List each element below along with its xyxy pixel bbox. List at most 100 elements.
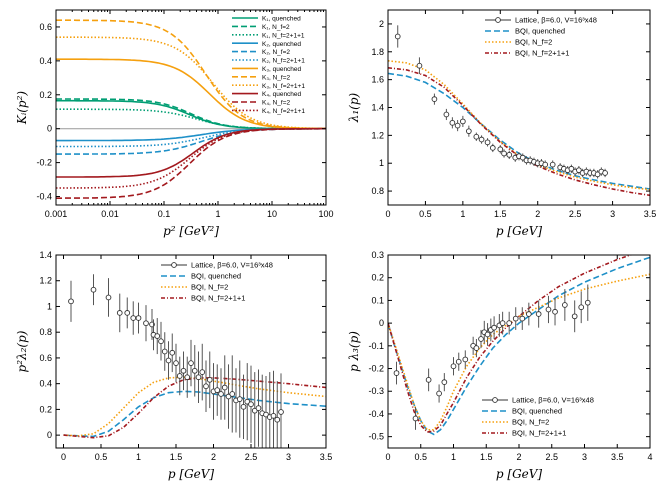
lattice-point [188, 360, 194, 366]
lattice-point [545, 306, 552, 313]
legend-marker [171, 262, 177, 268]
y-tick-label: -0.4 [36, 192, 52, 202]
panel-lambda3: 0 0.5 1 1.5 2 2.5 3 3.5 4 -0.5 -0.4 -0.3 -0.2 -0.1 0 0.… [347, 250, 653, 481]
y-tick-label: 2 [379, 19, 384, 29]
y-tick-label: 1.4 [371, 103, 384, 113]
legend-label: K₂, N_f=2+1+1 [262, 58, 305, 65]
lattice-point [501, 150, 507, 157]
series-line-lambda2-1 [63, 376, 326, 437]
lattice-point [473, 133, 480, 140]
y-tick-label: -0.4 [368, 409, 384, 419]
series-line-lambda1-0 [388, 72, 650, 190]
series-line-K-11 [56, 127, 326, 189]
x-tick-label: 2 [535, 209, 540, 219]
lattice-point [394, 33, 401, 40]
lattice-point [206, 376, 213, 383]
y-tick-label: 0 [47, 430, 52, 440]
legend-label: K₁, quenched [262, 16, 301, 23]
lattice-point [135, 315, 142, 321]
lattice-point [124, 310, 131, 316]
lattice-point [255, 405, 262, 411]
x-tick-label: 0.5 [414, 452, 427, 462]
legend-label: K₄, N_f=2+1+1 [262, 108, 305, 115]
y-tick-label: 1 [47, 301, 52, 311]
legend-label: K₂, quenched [262, 41, 301, 48]
panel-lambda1: 0 0.5 1 1.5 2 2.5 3 3.5 0.8 1 1.2 1.4 1.6 1.8 2 p [GeV]… [347, 9, 656, 238]
legend-label: BQI, quenched [512, 407, 562, 416]
legend-marker [495, 17, 501, 23]
lattice-point [465, 128, 472, 135]
lattice-point [549, 161, 556, 168]
y-tick-label: 0.4 [39, 379, 52, 389]
lattice-point [576, 167, 582, 174]
lattice-point [542, 161, 549, 168]
x-tick-label: 0.01 [101, 209, 119, 219]
x-tick-label: 0.5 [419, 209, 432, 219]
y-tick-label: 0.2 [39, 90, 52, 100]
series-line-K-8 [56, 36, 326, 130]
legend-label: Lattice, β=6.0, V=16³x48 [515, 16, 597, 25]
x-tick-label: 2 [516, 452, 521, 462]
lattice-point [90, 286, 97, 293]
lattice-point [519, 315, 526, 322]
x-axis-label: p [GeV] [168, 467, 215, 481]
lattice-point [240, 403, 247, 410]
lattice-point [263, 411, 269, 418]
y-tick-label: -0.3 [368, 386, 384, 396]
x-tick-label: 0.5 [95, 452, 108, 462]
legend-label: K₁, N_f=2 [262, 24, 290, 31]
lattice-point [68, 298, 74, 305]
y-tick-label: 1 [379, 158, 384, 168]
lattice-point [248, 401, 254, 408]
x-tick-label: 1.5 [480, 452, 493, 462]
panel-lambda2: 0 0.5 1 1.5 2 2.5 3 3.5 0 0.2 0.4 0.6 0.8 1 1.2 1.4 p [G… [15, 250, 332, 481]
x-tick-label: 0.001 [45, 209, 68, 219]
lattice-point [244, 398, 251, 405]
x-tick-label: 100 [318, 209, 333, 219]
y-tick-label: 0.8 [371, 186, 384, 196]
x-tick-label: 2.5 [545, 452, 558, 462]
lattice-point [450, 363, 457, 370]
x-axis-label: p [GeV] [496, 224, 543, 238]
legend-label: BQI, quenched [191, 272, 241, 281]
legend-label: BQI, N_f=2+1+1 [191, 294, 245, 303]
x-tick-label: 3 [610, 209, 615, 219]
lattice-point [473, 345, 480, 351]
lattice-point [393, 370, 400, 376]
lattice-point [214, 387, 221, 393]
series-line-lambda3-1 [388, 273, 650, 431]
lattice-point [416, 62, 423, 69]
y-tick-label: 0.6 [39, 353, 52, 363]
lattice-point [478, 136, 485, 143]
lattice-point [274, 416, 281, 423]
series-line-lambda2-0 [63, 390, 326, 438]
x-tick-label: 2.5 [245, 452, 258, 462]
lattice-point [225, 393, 232, 400]
series-line-K-5 [56, 127, 326, 148]
lattice-point [568, 165, 575, 172]
x-tick-label: 0 [385, 452, 390, 462]
x-tick-label: 1 [460, 209, 465, 219]
legend-label: K₃, N_f=2 [262, 74, 291, 81]
lattice-point [161, 348, 168, 355]
series-line-lambda1-1 [388, 60, 650, 191]
x-tick-label: 0.1 [158, 209, 171, 219]
axes-frame [55, 9, 327, 206]
lattice-point [251, 407, 258, 414]
lattice-point [584, 299, 591, 306]
x-tick-label: 3.5 [320, 452, 333, 462]
lattice-point [191, 367, 198, 374]
legend-label: Lattice, β=6.0, V=16³x48 [512, 396, 594, 405]
y-tick-label: 1.8 [371, 47, 384, 57]
legend-marker [492, 397, 498, 403]
y-tick-label: 0.1 [371, 295, 384, 305]
legend: Lattice, β=6.0, V=16³x48 BQI, quenched BQI… [482, 396, 594, 438]
lattice-point [278, 409, 284, 415]
lattice-point [176, 373, 183, 379]
x-tick-label: 4 [647, 452, 652, 462]
lattice-point [499, 320, 506, 326]
x-tick-label: 3 [582, 452, 587, 462]
series-line-K-7 [56, 19, 326, 130]
x-tick-label: 1 [215, 209, 220, 219]
y-tick-label: 0.2 [39, 404, 52, 414]
